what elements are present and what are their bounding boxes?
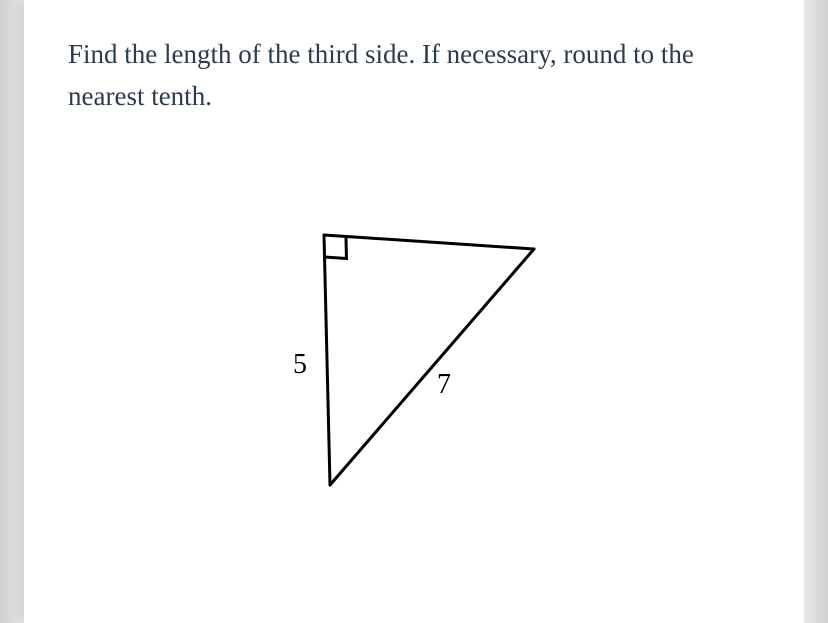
side-label-7: 7 <box>437 369 451 400</box>
page-shadow-left <box>0 0 24 623</box>
question-prompt: Find the length of the third side. If ne… <box>68 34 708 118</box>
triangle-diagram: 5 7 <box>234 205 594 525</box>
figure-container: 5 7 <box>68 118 760 603</box>
triangle-side-hypotenuse <box>330 249 534 485</box>
question-card: Find the length of the third side. If ne… <box>24 0 804 623</box>
side-label-5: 5 <box>293 349 307 380</box>
triangle-side-top <box>324 235 534 249</box>
right-angle-marker <box>325 237 347 259</box>
page-shadow-right <box>804 0 828 623</box>
triangle-side-left <box>324 235 330 485</box>
